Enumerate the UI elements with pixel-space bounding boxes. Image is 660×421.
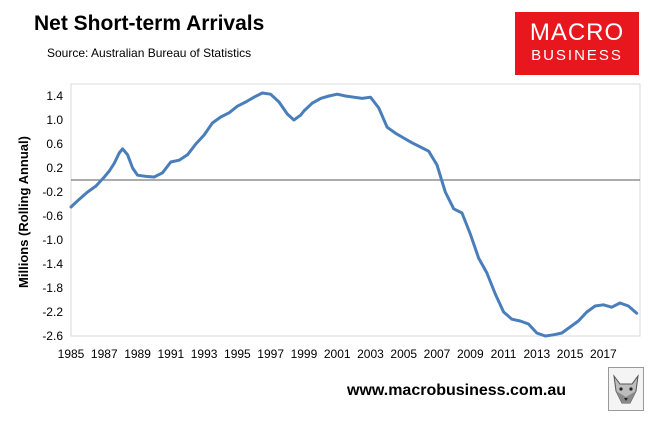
x-tick-label: 2017 — [590, 347, 617, 361]
chart-source: Source: Australian Bureau of Statistics — [47, 46, 252, 60]
y-axis-title-group: Millions (Rolling Annual) — [16, 136, 31, 288]
x-tick-label: 2015 — [557, 347, 584, 361]
x-tick-label: 1993 — [191, 347, 218, 361]
y-tick-label: -0.2 — [42, 185, 63, 199]
y-tick-label: 0.6 — [46, 137, 63, 151]
logo-line-2: BUSINESS — [531, 47, 623, 64]
x-tick-label: 1995 — [224, 347, 251, 361]
x-tick-label: 2009 — [457, 347, 484, 361]
y-tick-label: 1.4 — [46, 89, 63, 103]
y-tick-label: -1.0 — [42, 233, 63, 247]
chart-title: Net Short-term Arrivals — [34, 12, 265, 35]
website-url: www.macrobusiness.com.au — [347, 382, 567, 399]
y-tick-label: 0.2 — [46, 161, 63, 175]
macrobusiness-logo: MACRO BUSINESS — [515, 12, 639, 75]
plot-area — [70, 83, 641, 337]
y-tick-label: -2.6 — [42, 329, 63, 343]
x-tick-label: 2013 — [523, 347, 550, 361]
x-tick-label: 1989 — [124, 347, 151, 361]
x-tick-label: 1999 — [291, 347, 318, 361]
y-axis-title: Millions (Rolling Annual) — [16, 136, 31, 288]
wolf-icon — [608, 367, 644, 411]
x-tick-label: 2011 — [491, 347, 517, 361]
x-tick-label: 2005 — [390, 347, 417, 361]
x-tick-label: 1987 — [91, 347, 118, 361]
logo-line-1: MACRO — [529, 19, 625, 46]
y-tick-label: -0.6 — [42, 209, 63, 223]
x-tick-label: 2007 — [424, 347, 451, 361]
x-tick-label: 2003 — [357, 347, 384, 361]
x-tick-label: 1997 — [257, 347, 284, 361]
x-tick-label: 1985 — [58, 347, 85, 361]
y-tick-label: -2.2 — [42, 305, 63, 319]
x-tick-label: 1991 — [157, 347, 184, 361]
y-tick-label: 1.0 — [46, 113, 63, 127]
x-tick-label: 2001 — [324, 347, 351, 361]
series-line — [69, 91, 639, 338]
y-tick-label: -1.8 — [42, 281, 63, 295]
y-tick-label: -1.4 — [42, 257, 63, 271]
